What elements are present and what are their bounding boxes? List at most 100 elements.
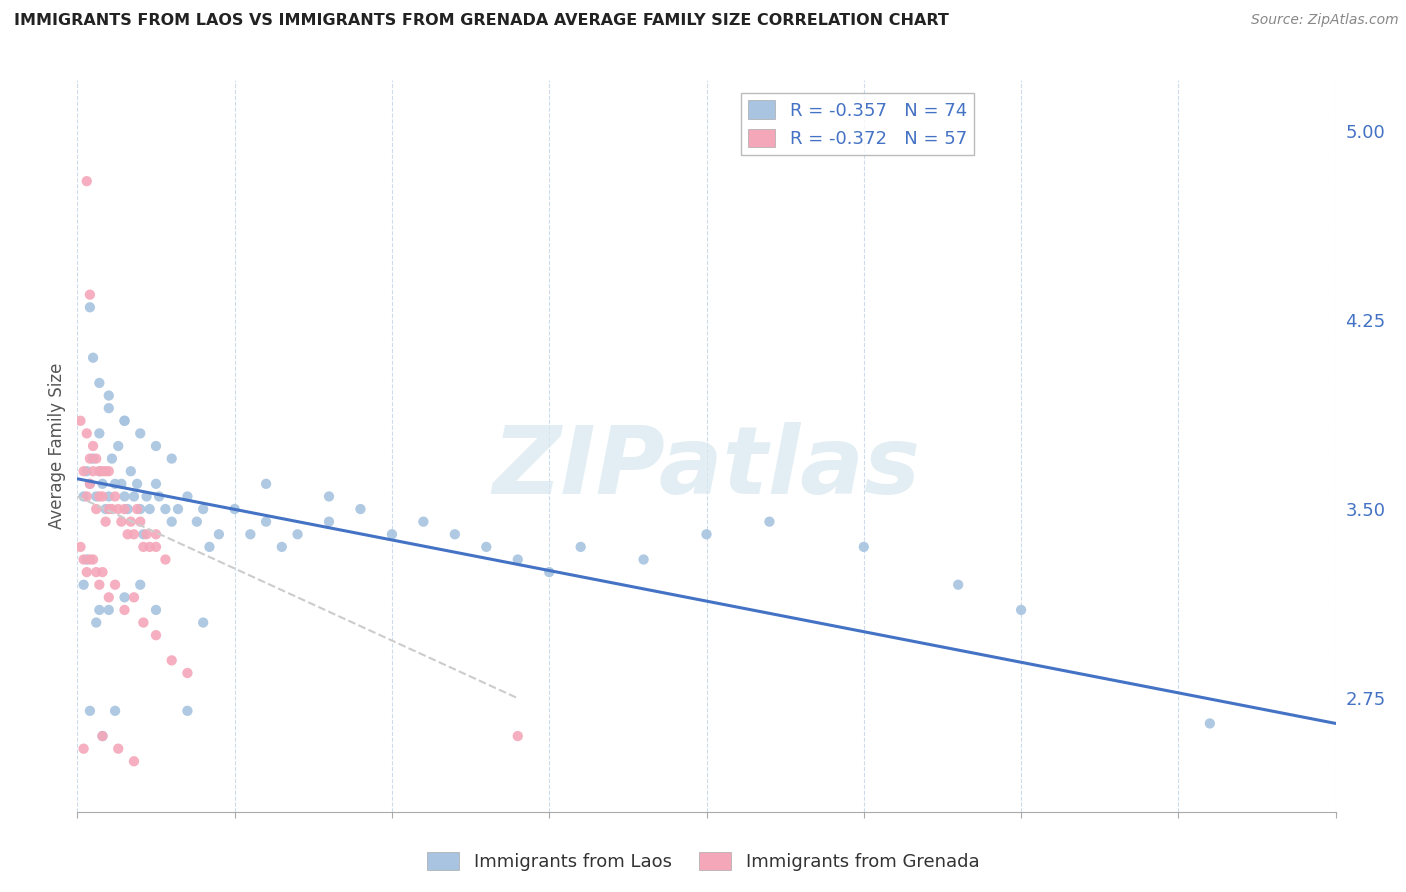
Point (91, 729, 114, 743)
Point (76, 490, 98, 504)
Point (160, 653, 183, 667)
Point (117, 527, 139, 541)
Point (155, 552, 177, 566)
Point (82, 464, 104, 478)
Text: IMMIGRANTS FROM LAOS VS IMMIGRANTS FROM GRENADA AVERAGE FAMILY SIZE CORRELATION : IMMIGRANTS FROM LAOS VS IMMIGRANTS FROM … (14, 13, 949, 29)
Point (101, 451, 124, 466)
Point (97, 464, 120, 478)
Point (104, 578, 127, 592)
Point (72, 741, 94, 756)
Point (145, 527, 167, 541)
Text: ZIPatlas: ZIPatlas (492, 422, 921, 514)
Point (89, 426, 111, 441)
Point (758, 515, 780, 529)
Point (167, 502, 190, 516)
Point (97, 603, 120, 617)
Point (696, 527, 718, 541)
Point (254, 476, 277, 491)
Y-axis label: Average Family Size: Average Family Size (48, 363, 66, 529)
Point (287, 527, 309, 541)
Point (84, 490, 107, 504)
Point (82, 351, 104, 365)
Point (97, 502, 120, 516)
Point (97, 591, 120, 605)
Point (129, 426, 152, 441)
Point (107, 741, 129, 756)
Point (569, 540, 592, 554)
Point (132, 527, 155, 541)
Point (349, 502, 371, 516)
Point (104, 476, 127, 491)
Point (114, 603, 136, 617)
Point (110, 476, 132, 491)
Point (129, 578, 152, 592)
Point (191, 615, 215, 630)
Point (1199, 716, 1222, 731)
Point (1010, 603, 1032, 617)
Point (72, 464, 94, 478)
Point (114, 414, 136, 428)
Point (72, 552, 94, 566)
Point (176, 665, 198, 680)
Point (91, 490, 114, 504)
Point (91, 464, 114, 478)
Point (79, 451, 101, 466)
Point (94, 464, 117, 478)
Point (82, 439, 104, 453)
Point (132, 615, 155, 630)
Point (155, 502, 177, 516)
Point (138, 502, 160, 516)
Point (84, 565, 107, 579)
Point (318, 515, 340, 529)
Point (135, 490, 157, 504)
Point (79, 476, 101, 491)
Point (145, 476, 167, 491)
Point (318, 490, 340, 504)
Point (127, 476, 149, 491)
Point (475, 540, 498, 554)
Point (104, 704, 127, 718)
Point (107, 439, 129, 453)
Point (381, 527, 404, 541)
Point (94, 502, 117, 516)
Point (122, 754, 145, 768)
Point (89, 603, 111, 617)
Point (145, 603, 167, 617)
Point (122, 527, 145, 541)
Point (633, 552, 655, 566)
Point (84, 615, 107, 630)
Point (79, 476, 101, 491)
Point (69, 414, 91, 428)
Point (191, 502, 215, 516)
Point (76, 464, 98, 478)
Point (129, 515, 152, 529)
Point (120, 515, 142, 529)
Point (127, 502, 149, 516)
Point (254, 515, 277, 529)
Point (114, 490, 136, 504)
Point (239, 527, 262, 541)
Point (208, 527, 231, 541)
Point (852, 540, 875, 554)
Point (114, 502, 136, 516)
Point (117, 502, 139, 516)
Point (76, 565, 98, 579)
Point (79, 552, 101, 566)
Point (82, 451, 104, 466)
Point (176, 490, 198, 504)
Point (114, 591, 136, 605)
Point (176, 704, 198, 718)
Point (91, 729, 114, 743)
Point (145, 628, 167, 642)
Point (82, 552, 104, 566)
Point (89, 376, 111, 390)
Point (76, 552, 98, 566)
Point (97, 401, 120, 416)
Point (198, 540, 221, 554)
Point (444, 527, 467, 541)
Point (135, 527, 157, 541)
Point (538, 565, 561, 579)
Point (120, 464, 142, 478)
Point (506, 552, 529, 566)
Point (84, 451, 107, 466)
